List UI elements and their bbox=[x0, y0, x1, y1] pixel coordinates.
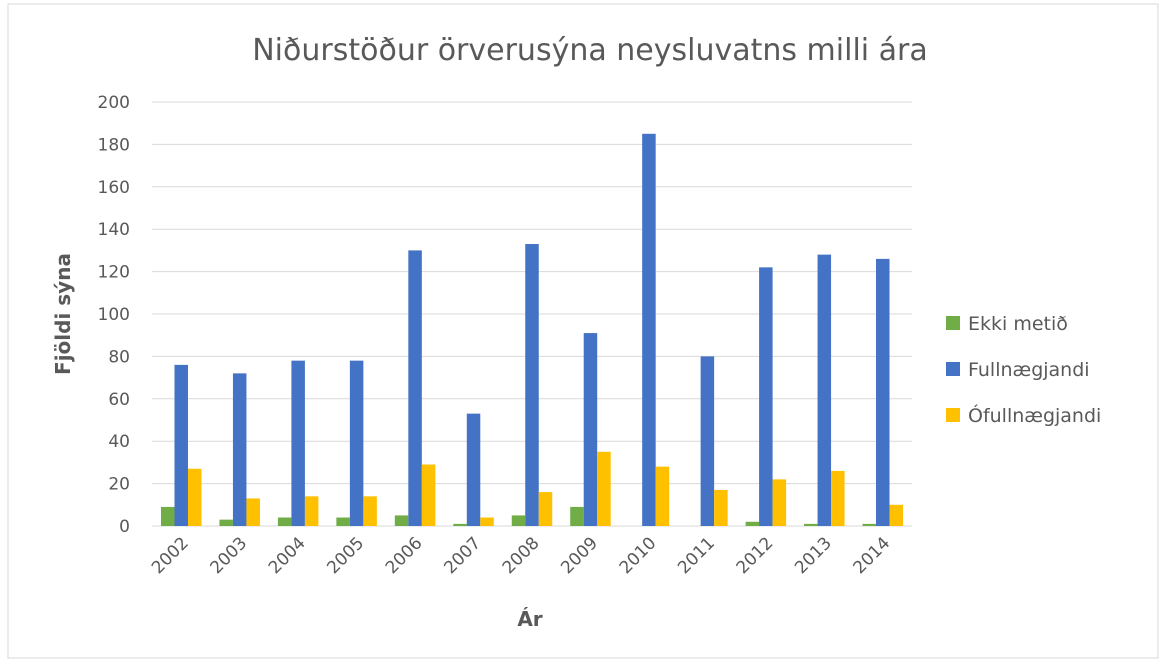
bar bbox=[817, 254, 832, 526]
y-tick-label: 140 bbox=[98, 220, 130, 240]
legend-label: Fullnægjandi bbox=[968, 359, 1090, 381]
legend-label: Ekki metið bbox=[968, 313, 1068, 335]
bar bbox=[597, 451, 611, 526]
y-axis-label: Fjöldi sýna bbox=[51, 253, 75, 375]
bar bbox=[187, 468, 202, 526]
bar bbox=[700, 356, 715, 526]
bar bbox=[336, 517, 350, 526]
chart-frame bbox=[7, 3, 1159, 659]
bar bbox=[655, 466, 670, 526]
bar bbox=[525, 244, 539, 527]
bar bbox=[304, 496, 319, 526]
bar bbox=[642, 133, 656, 527]
bar bbox=[570, 506, 584, 526]
y-tick-label: 40 bbox=[108, 432, 130, 452]
legend-swatch bbox=[946, 316, 960, 330]
x-axis-label: Ár bbox=[517, 607, 542, 631]
bar bbox=[232, 373, 247, 526]
bar bbox=[246, 498, 260, 526]
bar bbox=[160, 506, 175, 526]
bar bbox=[453, 523, 467, 526]
bar bbox=[174, 364, 188, 526]
bar bbox=[889, 504, 904, 526]
y-tick-label: 80 bbox=[108, 347, 130, 367]
bar bbox=[583, 333, 598, 526]
chart-title: Niðurstöður örverusýna neysluvatns milli… bbox=[252, 33, 928, 68]
bar bbox=[714, 489, 728, 526]
y-tick-label: 180 bbox=[98, 135, 130, 155]
y-tick-label: 20 bbox=[108, 475, 130, 495]
y-tick-label: 200 bbox=[98, 93, 130, 113]
bar bbox=[480, 517, 494, 526]
bar bbox=[277, 517, 292, 526]
bar bbox=[408, 250, 422, 526]
legend-swatch bbox=[946, 408, 960, 422]
y-tick-label: 100 bbox=[98, 305, 130, 325]
bar bbox=[349, 360, 364, 526]
bar bbox=[219, 519, 233, 526]
bar bbox=[745, 521, 760, 526]
bar bbox=[421, 464, 436, 526]
y-tick-label: 120 bbox=[98, 263, 130, 283]
bar bbox=[759, 267, 773, 526]
bar bbox=[394, 515, 409, 526]
bar bbox=[538, 492, 553, 526]
y-tick-label: 0 bbox=[119, 517, 130, 537]
bar bbox=[363, 496, 377, 526]
bar bbox=[291, 360, 305, 526]
bar bbox=[772, 479, 787, 526]
legend-label: Ófullnægjandi bbox=[968, 403, 1101, 427]
y-tick-label: 160 bbox=[98, 178, 130, 198]
bar bbox=[862, 523, 877, 526]
bar bbox=[511, 515, 526, 526]
bar bbox=[831, 470, 845, 526]
bar bbox=[466, 413, 481, 526]
legend-swatch bbox=[946, 362, 960, 376]
bar bbox=[876, 258, 890, 526]
y-tick-label: 60 bbox=[108, 390, 130, 410]
bar bbox=[804, 523, 818, 526]
